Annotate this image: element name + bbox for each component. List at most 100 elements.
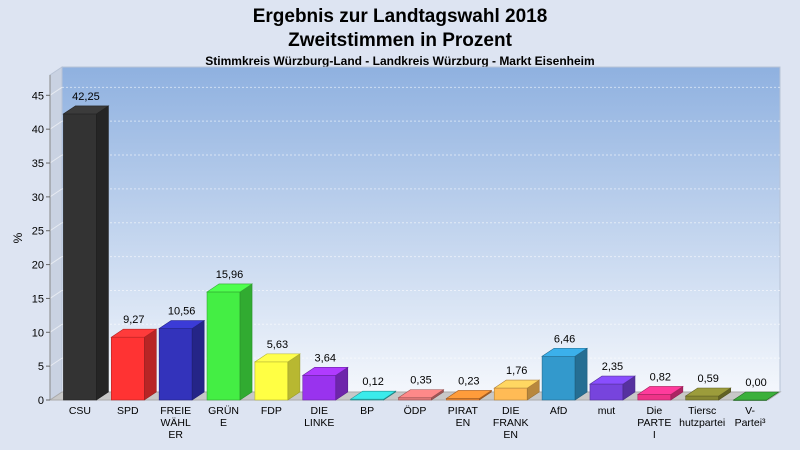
chart-title: Ergebnis zur Landtagswahl 2018 xyxy=(253,6,548,27)
x-tick-label: Tiersc hutzpartei xyxy=(679,405,725,429)
bar-top xyxy=(158,320,206,329)
grid-line-side xyxy=(49,188,63,198)
bar-top xyxy=(636,386,684,395)
x-tick-label: AfD xyxy=(550,405,568,417)
grid-line-side xyxy=(49,154,63,164)
bar: 0,12 xyxy=(349,376,397,401)
bar-top xyxy=(588,375,636,385)
grid-line-side xyxy=(49,290,63,299)
bar-front xyxy=(493,387,528,401)
bar-front xyxy=(541,355,576,401)
bar: 42,25 xyxy=(62,91,110,401)
bar-top xyxy=(253,353,301,363)
bar-top xyxy=(732,391,780,401)
y-axis: 0 5 10 15 20 25 30 35 40 45 xyxy=(32,75,51,407)
bar: 9,27 xyxy=(110,314,158,401)
bar-top xyxy=(397,389,445,398)
bar-top xyxy=(445,390,493,399)
bar-side xyxy=(574,347,588,401)
bar-side xyxy=(144,328,157,401)
y-axis-label: % xyxy=(11,232,25,243)
grid-line-side xyxy=(49,120,63,130)
x-tick-label: SPD xyxy=(117,405,139,417)
bar-top xyxy=(62,105,110,115)
bar-front xyxy=(206,291,241,401)
data-label: 10,56 xyxy=(168,306,196,318)
data-label: 0,23 xyxy=(458,375,479,387)
data-label: 3,64 xyxy=(315,352,336,364)
grid-line-side xyxy=(49,86,63,96)
bar-front xyxy=(158,328,193,401)
bar-front xyxy=(637,394,672,401)
x-tick-label: BP xyxy=(360,405,374,417)
chart-caption: Stimmkreis Würzburg-Land - Landkreis Wür… xyxy=(205,54,594,68)
bar-top xyxy=(301,367,349,376)
y-tick-label: 15 xyxy=(32,293,44,305)
bar-top xyxy=(541,347,589,357)
bar: 0,00 xyxy=(732,377,780,401)
bar-front xyxy=(589,383,624,401)
x-tick-label: mut xyxy=(598,405,616,417)
x-tick-label: GRÜN E xyxy=(208,405,239,429)
bar: 0,59 xyxy=(684,373,732,401)
data-label: 0,82 xyxy=(650,371,671,383)
bar-top xyxy=(493,379,541,389)
data-label: 0,00 xyxy=(745,377,766,389)
bar: 15,96 xyxy=(206,269,254,401)
bar-front xyxy=(685,395,720,401)
bar: 3,64 xyxy=(301,352,349,401)
bar-top xyxy=(206,283,254,293)
bar: 10,56 xyxy=(158,306,206,401)
y-tick-label: 5 xyxy=(38,361,44,373)
bar: 0,35 xyxy=(397,375,445,401)
grid-line-side xyxy=(49,357,63,367)
bar-front xyxy=(302,375,337,401)
y-tick-label: 45 xyxy=(32,90,44,102)
bar: 5,63 xyxy=(253,339,301,401)
data-label: 1,76 xyxy=(506,365,527,377)
grid-line-side xyxy=(49,323,63,333)
x-tick-label: V-Partei³ xyxy=(735,405,766,429)
bar-front xyxy=(111,336,145,401)
y-tick-label: 25 xyxy=(32,226,44,238)
bar-side xyxy=(191,319,205,401)
x-tick-label: Die PARTE I xyxy=(637,405,671,441)
x-tick-label: ÖDP xyxy=(404,405,427,417)
y-tick-label: 0 xyxy=(38,395,44,407)
bar-side xyxy=(239,283,253,401)
x-tick-label: DIE FRANK EN xyxy=(493,405,529,441)
bar: 6,46 xyxy=(541,333,589,401)
data-label: 0,59 xyxy=(697,373,718,385)
bar: 0,23 xyxy=(445,375,493,401)
data-label: 0,12 xyxy=(362,376,383,388)
x-tick-label: DIE LINKE xyxy=(304,405,334,429)
y-tick-label: 40 xyxy=(32,124,44,136)
x-axis-labels: CSU SPD FREIE WÄHL ER GRÜN E FDP DIE LINKE BP ÖDP PI… xyxy=(69,405,766,441)
chart-subtitle: Zweitstimmen in Prozent xyxy=(288,30,512,51)
y-tick-label: 30 xyxy=(32,192,44,204)
bar-front xyxy=(63,113,97,401)
bar-top xyxy=(110,328,158,338)
bar-front xyxy=(398,397,432,401)
data-label: 0,35 xyxy=(410,375,431,387)
x-tick-label: PIRAT EN xyxy=(448,405,479,429)
y-tick-label: 35 xyxy=(32,158,44,170)
bar-side xyxy=(96,105,109,401)
grid-line-side xyxy=(49,222,63,232)
y-tick-label: 10 xyxy=(32,327,44,339)
data-label: 15,96 xyxy=(216,269,244,281)
grid xyxy=(49,86,780,367)
bar-front xyxy=(254,361,289,401)
data-label: 42,25 xyxy=(72,91,100,103)
y-tick-label: 20 xyxy=(32,260,44,272)
bar-top xyxy=(349,390,397,400)
plot-side-wall xyxy=(49,66,63,401)
bar: 2,35 xyxy=(588,361,636,401)
x-tick-label: FREIE WÄHL ER xyxy=(160,405,191,441)
data-label: 5,63 xyxy=(267,339,288,351)
x-tick-label: FDP xyxy=(261,405,282,417)
data-label: 6,46 xyxy=(554,333,575,345)
bar: 1,76 xyxy=(493,365,541,401)
bar-top xyxy=(684,387,732,397)
